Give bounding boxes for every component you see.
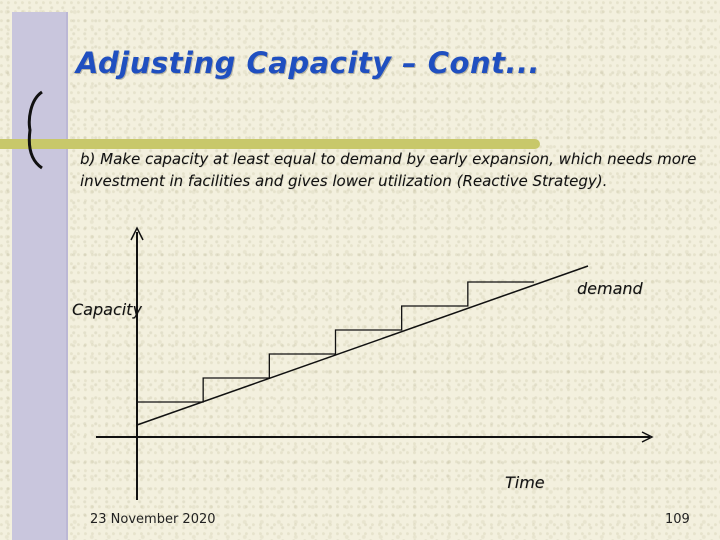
body-text: b) Make capacity at least equal to deman… bbox=[80, 150, 697, 190]
x-axis-label: Time bbox=[505, 473, 545, 492]
capacity-step-line bbox=[136, 281, 534, 425]
footer-date: 23 November 2020 bbox=[90, 512, 216, 527]
x-axis-arrowhead bbox=[641, 431, 654, 443]
bracket-decoration bbox=[27, 90, 43, 170]
slide-title: Adjusting Capacity – Cont... bbox=[76, 46, 540, 80]
demand-line bbox=[136, 265, 589, 426]
capacity-steps bbox=[136, 281, 534, 425]
title-underline-bar bbox=[0, 139, 540, 149]
page-number: 109 bbox=[665, 512, 690, 527]
y-axis-label: Capacity bbox=[72, 300, 142, 319]
y-axis-arrowhead bbox=[130, 226, 144, 241]
demand-label: demand bbox=[577, 279, 643, 298]
left-decorative-strip bbox=[12, 12, 68, 540]
